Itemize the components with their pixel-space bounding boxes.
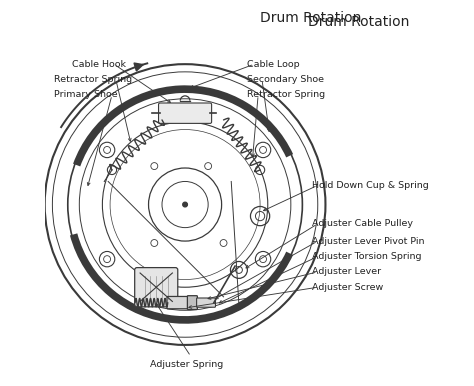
Text: Cable Hook: Cable Hook: [72, 60, 126, 69]
Circle shape: [183, 202, 187, 207]
Text: Primary Shoe: Primary Shoe: [55, 90, 118, 100]
FancyBboxPatch shape: [167, 296, 190, 309]
Text: Secondary Shoe: Secondary Shoe: [246, 75, 324, 84]
Text: Cable Loop: Cable Loop: [246, 60, 299, 69]
FancyBboxPatch shape: [187, 296, 197, 310]
FancyBboxPatch shape: [135, 267, 178, 307]
Text: Retractor Spring: Retractor Spring: [246, 90, 325, 100]
Text: Adjuster Lever: Adjuster Lever: [312, 267, 381, 276]
Text: Adjuster Screw: Adjuster Screw: [312, 283, 383, 292]
Text: Adjuster Torsion Spring: Adjuster Torsion Spring: [312, 252, 421, 261]
FancyBboxPatch shape: [158, 103, 211, 124]
Text: Adjuster Cable Pulley: Adjuster Cable Pulley: [312, 219, 413, 228]
Text: Adjuster Lever Pivot Pin: Adjuster Lever Pivot Pin: [312, 237, 425, 245]
Text: Hold Down Cup & Spring: Hold Down Cup & Spring: [312, 181, 429, 190]
FancyBboxPatch shape: [197, 298, 216, 307]
Text: Adjuster Spring: Adjuster Spring: [150, 360, 224, 369]
Text: Retractor Spring: Retractor Spring: [55, 75, 132, 84]
Text: Drum Rotation: Drum Rotation: [260, 11, 362, 25]
Text: Drum Rotation: Drum Rotation: [308, 15, 410, 29]
